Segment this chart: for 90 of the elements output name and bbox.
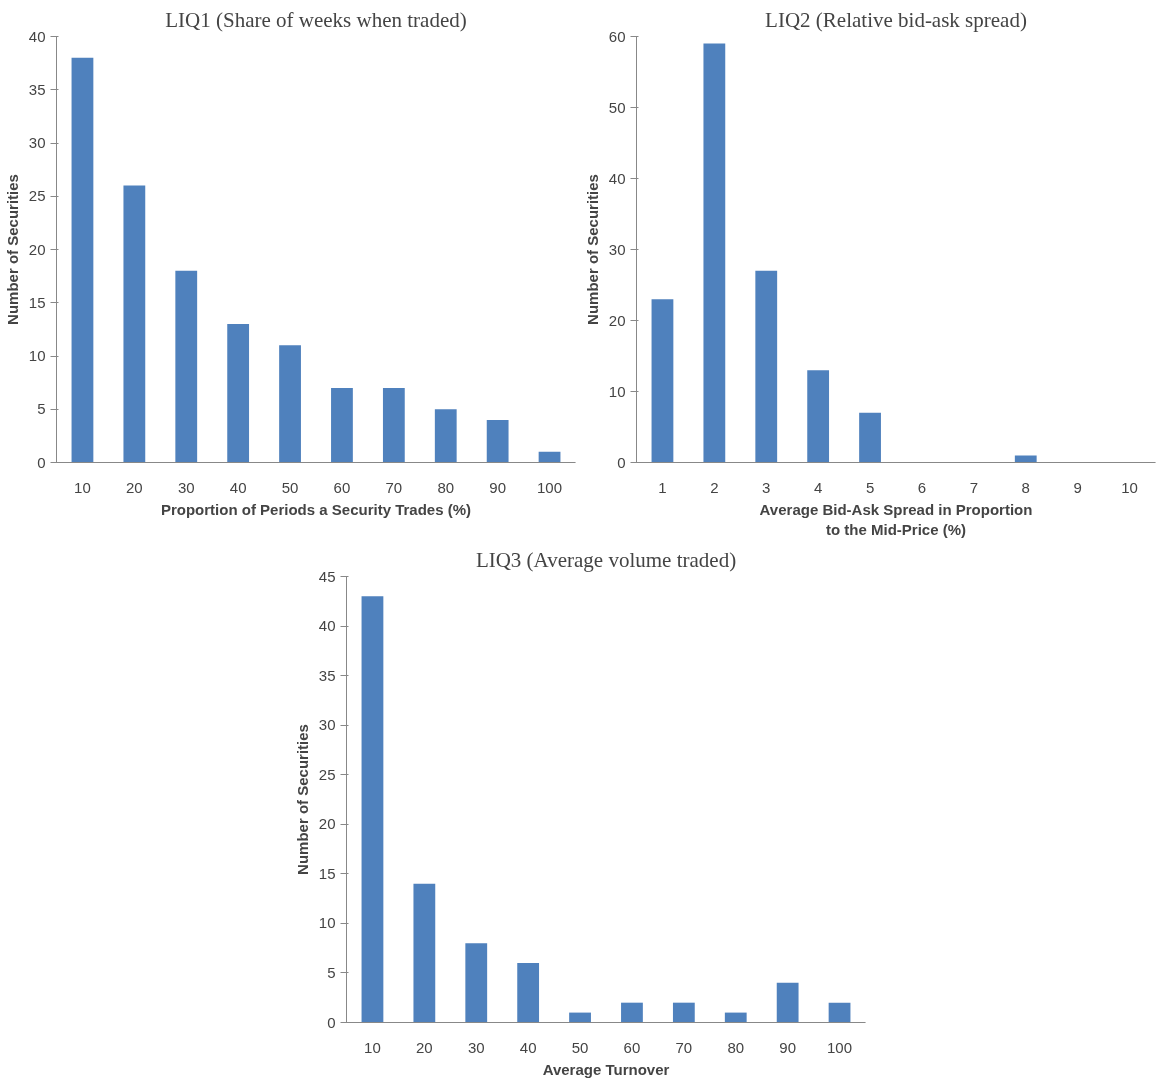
x-tick-label: 10 — [74, 478, 91, 496]
y-tick-label: 25 — [28, 187, 46, 205]
x-tick-label: 4 — [813, 478, 823, 496]
x-tick-label: 80 — [437, 478, 455, 496]
chart-title: LIQ2 (Relative bid-ask spread) — [765, 7, 1027, 32]
y-tick-label: 30 — [318, 716, 336, 734]
y-tick-label: 0 — [37, 453, 46, 471]
x-tick-label: 6 — [917, 478, 927, 496]
bar — [434, 409, 457, 463]
y-tick-label: 35 — [318, 666, 336, 684]
chart-title: LIQ3 (Average volume traded) — [475, 547, 737, 572]
x-tick-label: 5 — [865, 478, 875, 496]
bar — [569, 1012, 591, 1023]
x-tick-label: 100 — [827, 1038, 853, 1056]
bar — [755, 270, 778, 463]
bar — [724, 1012, 747, 1023]
y-tick-label: 15 — [28, 293, 46, 311]
y-tick-label: 15 — [318, 864, 336, 882]
bar — [486, 419, 509, 463]
bar — [807, 370, 830, 463]
x-tick-label: 10 — [364, 1038, 381, 1056]
x-tick-label: 20 — [416, 1038, 433, 1056]
y-tick-label: 25 — [318, 765, 336, 783]
x-axis-title: Proportion of Periods a Security Trades (%) — [160, 500, 472, 518]
bar — [279, 345, 301, 463]
y-tick-label: 20 — [28, 240, 46, 258]
bar — [175, 270, 198, 463]
y-axis-title: Number of Securities — [3, 174, 21, 325]
x-tick-label: 3 — [762, 478, 771, 496]
bar — [651, 299, 674, 463]
x-tick-label: 2 — [710, 478, 719, 496]
bar — [331, 387, 353, 463]
x-tick-label: 70 — [385, 478, 403, 496]
x-axis-title: Average Turnover — [542, 1060, 670, 1078]
y-tick-label: 10 — [608, 382, 626, 400]
y-tick-label: 60 — [608, 27, 626, 45]
y-axis-title: Number of Securities — [583, 174, 601, 325]
bar — [382, 387, 405, 463]
bar — [517, 963, 540, 1023]
x-tick-label: 30 — [467, 1038, 485, 1056]
bar — [123, 185, 146, 463]
bar — [828, 1002, 851, 1023]
y-tick-label: 40 — [28, 27, 46, 45]
bar — [71, 57, 94, 463]
bar — [859, 412, 881, 463]
y-tick-label: 30 — [608, 240, 626, 258]
bar — [413, 883, 436, 1023]
y-tick-label: 10 — [318, 914, 336, 932]
bar — [1014, 455, 1037, 463]
y-tick-label: 30 — [28, 134, 46, 151]
y-tick-label: 20 — [608, 311, 626, 329]
x-tick-label: 40 — [519, 1038, 537, 1056]
y-tick-label: 10 — [28, 347, 46, 364]
y-tick-label: 5 — [327, 963, 336, 981]
x-axis-title: Average Bid-Ask Spread in Proportion to the Mid-Price (%) — [759, 500, 1033, 538]
x-tick-label: 90 — [779, 1038, 796, 1056]
x-tick-label: 60 — [623, 1038, 641, 1056]
bar — [621, 1002, 643, 1023]
bar — [465, 943, 488, 1023]
y-axis-title: Number of Securities — [293, 724, 311, 875]
bar — [776, 982, 799, 1023]
x-tick-label: 70 — [675, 1038, 693, 1056]
chart-title: LIQ1 (Share of weeks when traded) — [165, 7, 467, 32]
bar — [703, 43, 726, 463]
bar — [361, 596, 384, 1023]
y-tick-label: 20 — [318, 815, 336, 833]
y-tick-label: 5 — [37, 400, 46, 418]
x-tick-label: 10 — [1121, 478, 1138, 496]
x-tick-label: 50 — [571, 1038, 589, 1056]
x-tick-label: 20 — [126, 478, 143, 496]
y-tick-label: 45 — [318, 567, 336, 585]
x-tick-label: 100 — [537, 478, 563, 496]
x-tick-label: 80 — [727, 1038, 745, 1056]
y-tick-label: 40 — [608, 169, 626, 187]
y-tick-label: 0 — [327, 1013, 336, 1031]
y-tick-label: 50 — [608, 98, 626, 116]
y-tick-label: 35 — [28, 80, 46, 98]
x-tick-label: 90 — [489, 478, 506, 496]
x-tick-label: 40 — [229, 478, 247, 496]
y-tick-label: 0 — [617, 453, 626, 471]
bar — [538, 451, 561, 463]
x-tick-label: 50 — [281, 478, 299, 496]
x-tick-label: 8 — [1021, 478, 1030, 496]
x-tick-label: 9 — [1073, 478, 1082, 496]
x-tick-label: 7 — [969, 478, 979, 496]
x-tick-label: 1 — [658, 478, 667, 496]
bar — [672, 1002, 695, 1023]
x-tick-label: 30 — [177, 478, 195, 496]
y-tick-label: 40 — [318, 617, 336, 635]
bar — [227, 324, 250, 463]
